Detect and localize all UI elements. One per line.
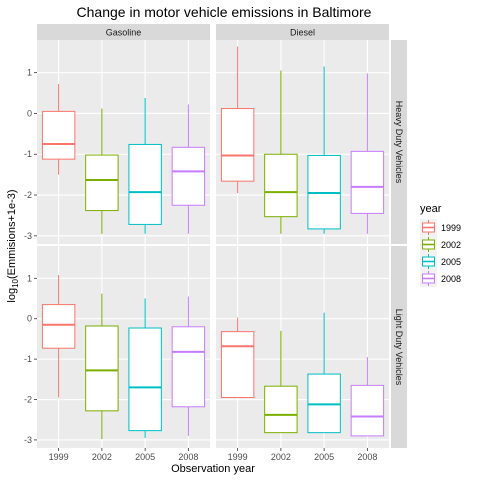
facet-panels: Gasoline Diesel Heavy Duty Vehicles Light D… <box>24 24 407 462</box>
y-tick-label: -2 <box>24 190 32 200</box>
box-heavy-duty-vehicles-gasoline-2005 <box>128 97 162 234</box>
box-light-duty-vehicles-gasoline-2008 <box>171 296 206 436</box>
x-axis-title: Observation year <box>171 463 255 475</box>
x-tick-label: 1999 <box>228 452 248 462</box>
x-tick-label: 2005 <box>314 452 334 462</box>
legend-item-2005: 2005 <box>420 253 461 270</box>
legend-label: 1999 <box>441 223 461 233</box>
legend-item-2002: 2002 <box>420 236 461 253</box>
strip-heavy-duty-vehicles <box>391 40 407 244</box>
box-light-duty-vehicles-gasoline-1999 <box>41 275 76 398</box>
box-heavy-duty-vehicles-diesel-2005 <box>307 66 341 234</box>
strip-label-heavy-duty-vehicles: Heavy Duty Vehicles <box>394 101 404 184</box>
x-tick-label: 2002 <box>271 452 291 462</box>
box-body <box>171 146 206 206</box>
legend: year 1999 2002 2005 2008 <box>420 203 461 287</box>
y-axis-title: log10(Emmisions+1e-3) <box>6 189 20 302</box>
box-heavy-duty-vehicles-gasoline-2008 <box>171 104 206 234</box>
y-tick-label: 0 <box>27 314 32 324</box>
box-light-duty-vehicles-gasoline-2002 <box>85 293 119 440</box>
y-tick-label: -1 <box>24 149 32 159</box>
box-heavy-duty-vehicles-gasoline-1999 <box>41 84 76 175</box>
strip-label-light-duty-vehicles: Light Duty Vehicles <box>394 309 404 386</box>
chart-title: Change in motor vehicle emissions in Bal… <box>77 4 372 20</box>
legend-label: 2002 <box>441 240 461 250</box>
box-body <box>41 304 76 349</box>
box-body <box>220 108 255 182</box>
box-body <box>350 150 385 214</box>
box-heavy-duty-vehicles-gasoline-2002 <box>85 108 119 234</box>
box-light-duty-vehicles-diesel-2002 <box>264 330 298 434</box>
y-tick-label: -2 <box>24 395 32 405</box>
box-light-duty-vehicles-diesel-2005 <box>307 312 341 434</box>
y-tick-label: 0 <box>27 108 32 118</box>
y-tick-label: 1 <box>27 68 32 78</box>
y-axis-title-subscript: 10 <box>11 278 20 287</box>
x-tick-label: 2008 <box>178 452 198 462</box>
strip-light-duty-vehicles <box>391 246 407 448</box>
x-tick-label: 2002 <box>92 452 112 462</box>
panel-light-duty-vehicles-diesel: 1999 2002 2005 2008 <box>216 246 389 462</box>
y-tick-label: 1 <box>27 273 32 283</box>
panel-heavy-duty-vehicles-gasoline: -3 -2 -1 0 1 <box>24 40 210 244</box>
y-tick-label: -1 <box>24 354 32 364</box>
y-tick-label: -3 <box>24 231 32 241</box>
strip-label-diesel: Diesel <box>290 28 315 38</box>
panel-heavy-duty-vehicles-diesel <box>216 40 389 244</box>
box-light-duty-vehicles-diesel-2008 <box>350 357 385 437</box>
y-axis-title-log: log <box>6 288 18 303</box>
y-axis-title-rest: (Emmisions+1e-3) <box>6 189 18 279</box>
strip-gasoline <box>37 24 210 40</box>
x-tick-label: 2008 <box>357 452 377 462</box>
legend-title: year <box>420 203 442 215</box>
box-body <box>307 373 341 434</box>
strip-label-gasoline: Gasoline <box>106 28 142 38</box>
x-tick-label: 2005 <box>135 452 155 462</box>
box-body <box>171 326 206 408</box>
strip-diesel <box>216 24 389 40</box>
box-light-duty-vehicles-gasoline-2005 <box>128 298 162 438</box>
legend-item-2008: 2008 <box>420 270 461 287</box>
box-body <box>128 327 162 432</box>
box-body <box>41 110 76 160</box>
box-heavy-duty-vehicles-diesel-2002 <box>264 70 298 234</box>
box-body <box>85 325 119 412</box>
box-body <box>85 154 119 212</box>
box-heavy-duty-vehicles-diesel-1999 <box>220 46 255 193</box>
legend-label: 2008 <box>441 274 461 284</box>
box-heavy-duty-vehicles-diesel-2008 <box>350 73 385 234</box>
x-tick-label: 1999 <box>49 452 69 462</box>
box-body <box>264 153 298 218</box>
box-body <box>350 384 385 437</box>
box-body <box>128 143 162 225</box>
box-body <box>264 385 298 434</box>
legend-label: 2005 <box>441 257 461 267</box>
legend-item-1999: 1999 <box>420 219 461 236</box>
box-light-duty-vehicles-diesel-1999 <box>220 317 255 399</box>
y-tick-label: -3 <box>24 435 32 445</box>
box-body <box>220 331 255 399</box>
panel-light-duty-vehicles-gasoline: -3 -2 -1 0 1 1999 2002 2005 2008 <box>24 246 210 462</box>
